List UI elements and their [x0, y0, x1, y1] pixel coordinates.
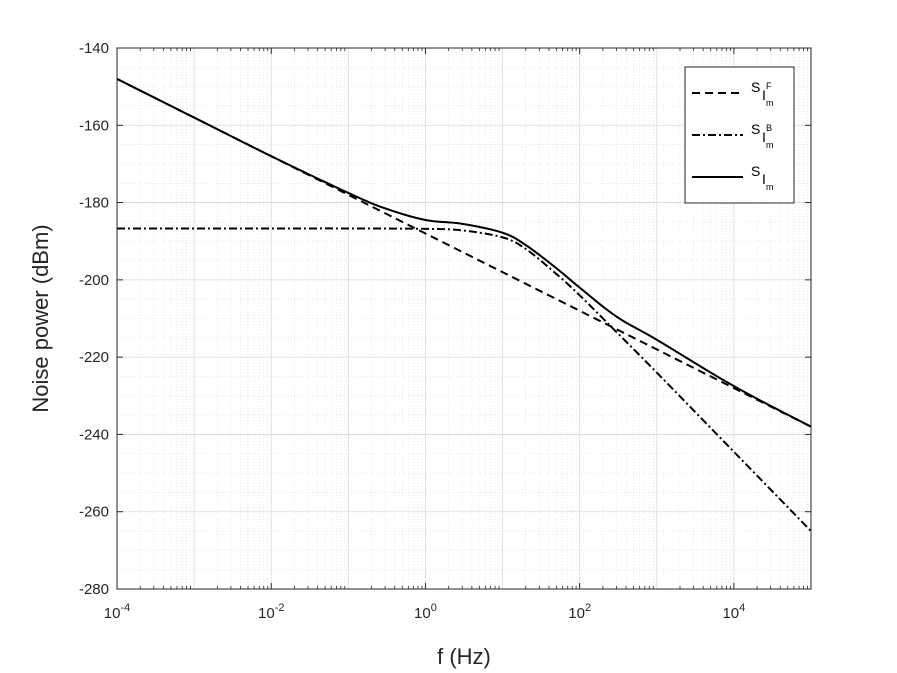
- legend-label-sub: I: [762, 129, 766, 145]
- plot-series: [116, 78, 812, 532]
- x-tick-label: 10-2: [258, 602, 284, 622]
- x-tick-label: 100: [414, 602, 437, 622]
- y-tick-label: -220: [79, 349, 109, 366]
- legend-label-sup: F: [766, 81, 772, 91]
- y-tick-label: -260: [79, 504, 109, 521]
- plot-frame: [116, 47, 812, 590]
- legend-label: S IBm: [751, 121, 774, 150]
- legend-label-sup: B: [766, 123, 772, 133]
- y-tick-label: -200: [79, 272, 109, 289]
- x-tick-label: 102: [568, 602, 591, 622]
- y-tick-label: -280: [79, 581, 109, 598]
- legend-label-subsub: m: [766, 140, 774, 150]
- y-tick-label: -240: [79, 426, 109, 443]
- legend-label-sub: I: [762, 171, 766, 187]
- axis-ticks: [116, 47, 811, 590]
- y-tick-label: -160: [79, 117, 109, 134]
- x-tick-label: 10-4: [104, 602, 130, 622]
- tick-labels: 10-4 10-2 100 102 104 -140 -160 -180 -200 -220 -24…: [79, 40, 745, 622]
- legend-label-main: S: [751, 79, 760, 95]
- legend-box: [684, 66, 795, 204]
- x-axis-label: f (Hz): [437, 644, 491, 669]
- y-axis-label: Noise power (dBm): [28, 224, 53, 412]
- legend-label-subsub: m: [766, 182, 774, 192]
- legend-label-main: S: [751, 163, 760, 179]
- y-tick-label: -140: [79, 40, 109, 57]
- y-tick-label: -180: [79, 195, 109, 212]
- legend-label-subsub: m: [766, 98, 774, 108]
- series-line-solid: [116, 78, 812, 428]
- series-line-dashdot: [117, 227, 812, 532]
- legend-label-main: S: [751, 121, 760, 137]
- x-tick-label: 104: [722, 602, 745, 622]
- legend-label: S IFm: [751, 79, 774, 108]
- legend-label-sub: I: [762, 87, 766, 103]
